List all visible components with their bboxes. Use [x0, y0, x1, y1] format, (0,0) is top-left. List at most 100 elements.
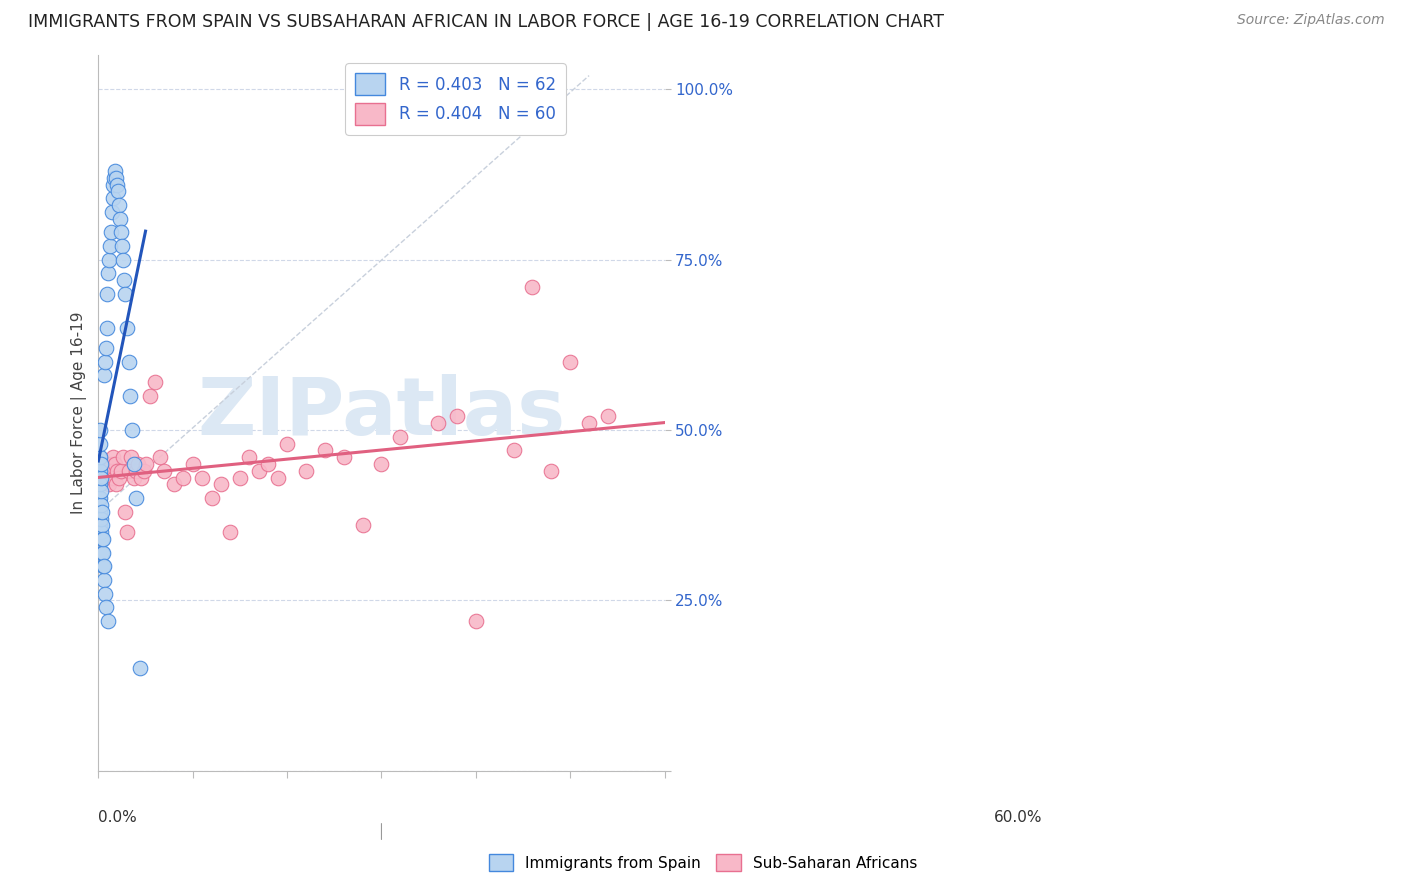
Point: [143, 376, 166, 390]
Point: [91, 532, 114, 546]
Point: [103, 464, 125, 478]
Point: [522, 280, 544, 294]
Point: [117, 464, 139, 478]
Point: [111, 450, 134, 465]
Point: [89, 464, 111, 478]
Point: [105, 477, 128, 491]
Point: [247, 464, 270, 478]
Point: [93, 368, 115, 383]
Point: [98, 239, 121, 253]
Point: [89, 464, 111, 478]
Point: [370, 457, 392, 471]
Point: [108, 211, 131, 226]
Point: [97, 614, 120, 628]
Point: [209, 477, 232, 491]
Point: [96, 286, 118, 301]
Point: [91, 505, 114, 519]
Point: [117, 355, 139, 369]
Point: [94, 457, 117, 471]
Point: [94, 470, 117, 484]
Point: [98, 464, 121, 478]
Point: [115, 525, 138, 540]
Point: [139, 389, 162, 403]
Point: [91, 559, 114, 574]
Point: [100, 205, 122, 219]
Point: [107, 185, 129, 199]
Point: [104, 457, 127, 471]
Point: [97, 266, 120, 280]
Point: [93, 573, 115, 587]
Point: [191, 470, 214, 484]
Point: [96, 464, 118, 478]
Point: [172, 470, 194, 484]
Point: [153, 464, 176, 478]
Point: [91, 518, 114, 533]
Point: [89, 436, 111, 450]
Point: [229, 470, 252, 484]
Point: [122, 457, 145, 471]
Text: 60.0%: 60.0%: [994, 810, 1042, 825]
Point: [91, 546, 114, 560]
Point: [89, 491, 111, 505]
Text: Source: ZipAtlas.com: Source: ZipAtlas.com: [1237, 13, 1385, 28]
Point: [163, 477, 186, 491]
Point: [94, 586, 117, 600]
Point: [104, 164, 127, 178]
Point: [464, 614, 486, 628]
Point: [103, 178, 125, 192]
Point: [200, 491, 222, 505]
Text: ZIPatlas: ZIPatlas: [197, 374, 565, 452]
Point: [446, 409, 468, 424]
Point: [132, 464, 155, 478]
Point: [578, 416, 600, 430]
Point: [90, 511, 112, 525]
Point: [108, 198, 131, 212]
Point: [540, 464, 562, 478]
Point: [127, 457, 149, 471]
Point: [114, 505, 136, 519]
Point: [89, 477, 111, 491]
Point: [111, 252, 134, 267]
Point: [149, 450, 172, 465]
Legend: R = 0.403   N = 62, R = 0.404   N = 60: R = 0.403 N = 62, R = 0.404 N = 60: [346, 63, 565, 135]
Point: [125, 491, 148, 505]
Point: [266, 470, 288, 484]
Point: [111, 239, 134, 253]
Point: [90, 525, 112, 540]
Point: [91, 532, 114, 546]
Point: [90, 457, 112, 471]
Point: [128, 661, 150, 675]
Text: 0.0%: 0.0%: [98, 810, 138, 825]
Y-axis label: In Labor Force | Age 16-19: In Labor Force | Age 16-19: [72, 311, 87, 514]
Point: [115, 320, 138, 334]
Legend: Immigrants from Spain, Sub-Saharan Africans: Immigrants from Spain, Sub-Saharan Afric…: [482, 848, 924, 877]
Point: [332, 450, 354, 465]
Point: [112, 273, 135, 287]
Point: [89, 450, 111, 465]
Point: [596, 409, 619, 424]
Point: [89, 450, 111, 465]
Point: [93, 559, 115, 574]
Point: [100, 470, 122, 484]
Point: [89, 505, 111, 519]
Point: [257, 457, 280, 471]
Point: [89, 518, 111, 533]
Point: [389, 430, 412, 444]
Point: [181, 457, 204, 471]
Point: [89, 505, 111, 519]
Point: [97, 252, 120, 267]
Point: [103, 170, 125, 185]
Point: [89, 491, 111, 505]
Point: [135, 457, 157, 471]
Point: [91, 464, 114, 478]
Point: [314, 443, 336, 458]
Point: [101, 450, 124, 465]
Point: [125, 464, 148, 478]
Point: [96, 320, 118, 334]
Point: [427, 416, 450, 430]
Point: [97, 470, 120, 484]
Point: [352, 518, 374, 533]
Point: [90, 498, 112, 512]
Point: [90, 470, 112, 484]
Point: [114, 286, 136, 301]
